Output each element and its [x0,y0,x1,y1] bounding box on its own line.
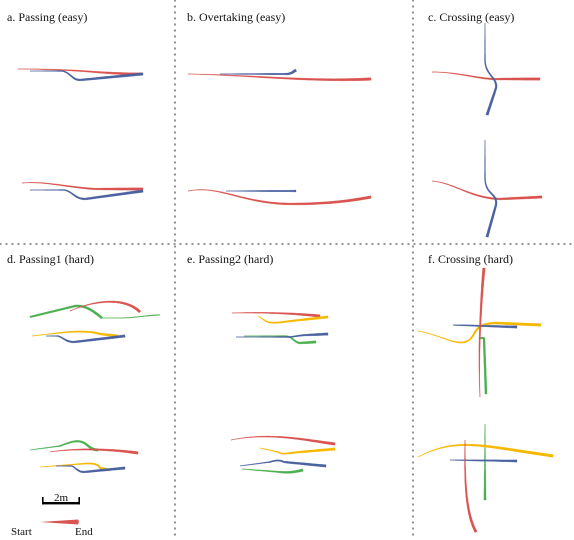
trajectory-blue [484,22,498,116]
trajectory-blue [29,189,144,201]
trajectory-blue [235,332,329,338]
trajectory-green [241,468,304,474]
trajectory-red [17,68,143,76]
legend-tapered-trajectory-icon [40,519,79,525]
trajectory-red [431,180,543,201]
trajectory-red [464,439,478,533]
panel-f-title: f. Crossing (hard) [428,252,513,266]
trajectory-blue [225,189,297,193]
trajectory-red [69,300,142,314]
trajectory-green [101,314,161,319]
trajectory-yellow [31,330,119,338]
trajectory-red [431,71,541,81]
panel-b-title: b. Overtaking (easy) [187,10,286,24]
panel-c-title: c. Crossing (easy) [428,10,515,24]
scale-bar [42,502,80,505]
trajectory-blue [449,459,518,463]
trajectory-red [231,312,321,318]
trajectory-yellow [259,447,336,455]
trajectory-red [49,448,139,455]
panel-a-title: a. Passing (easy) [7,10,88,24]
trajectory-red [187,73,372,82]
trajectory-green [483,423,487,501]
scale-bar-tick-right [78,497,80,505]
trajectory-green [478,336,488,395]
trajectory-green [29,304,103,320]
legend-start-label: Start [11,526,32,538]
trajectory-red [21,182,144,191]
trajectory-yellow [417,443,554,458]
trajectory-blue [484,139,498,238]
trajectory-blue [239,459,327,468]
panel-d-title: d. Passing1 (hard) [7,252,94,266]
scale-bar-tick-left [42,497,44,505]
panel-e-title: e. Passing2 (hard) [187,252,274,266]
trajectory-red [230,435,336,446]
trajectory-blue [29,70,144,82]
trajectory-blue [219,68,297,76]
trajectory-blue [55,465,126,474]
legend-end-label: End [75,526,93,538]
trajectory-blue [452,324,518,329]
trajectory-red [187,189,372,206]
trajectory-yellow [257,315,329,324]
scale-bar-label: 2m [54,492,69,504]
trajectory-blue [45,334,126,344]
trajectory-red [478,267,486,398]
